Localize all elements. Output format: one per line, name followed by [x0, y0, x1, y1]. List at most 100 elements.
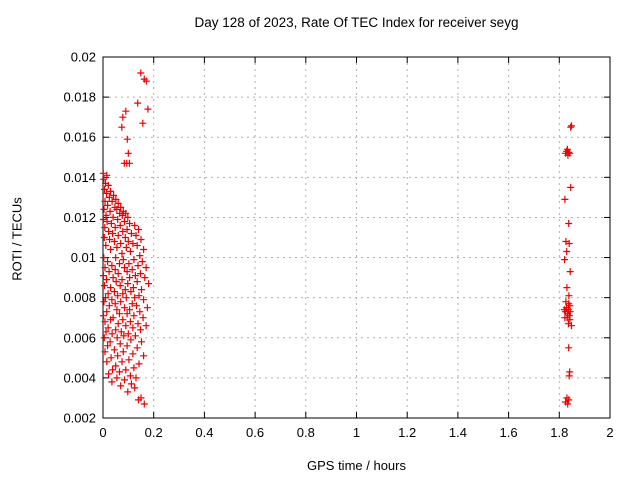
data-point	[137, 270, 144, 278]
data-point	[124, 149, 132, 157]
data-point	[567, 183, 575, 191]
data-point	[124, 330, 132, 338]
data-point	[129, 324, 137, 332]
y-tick-label: 0.02	[71, 50, 96, 65]
data-point	[136, 308, 144, 316]
data-point	[100, 216, 107, 223]
data-point	[109, 230, 117, 237]
data-point	[109, 274, 117, 282]
data-point	[101, 224, 109, 231]
y-tick-label: 0.018	[63, 90, 96, 105]
data-point	[142, 264, 150, 272]
data-point	[124, 280, 132, 288]
data-point	[136, 252, 144, 260]
data-point	[565, 292, 573, 300]
y-tick-label: 0.006	[63, 330, 96, 345]
data-point	[110, 191, 118, 199]
data-point	[135, 396, 142, 404]
data-point	[566, 268, 574, 276]
data-point	[128, 266, 136, 274]
data-point	[123, 135, 131, 143]
data-point	[106, 236, 114, 243]
data-point	[137, 326, 144, 334]
data-point	[129, 284, 137, 292]
data-point	[114, 270, 122, 278]
data-point	[114, 352, 122, 360]
data-point	[121, 218, 128, 225]
data-point	[130, 364, 138, 372]
data-point	[123, 310, 131, 318]
data-point	[104, 201, 112, 209]
x-tick-label: 1.6	[500, 425, 518, 440]
data-point	[105, 228, 113, 235]
data-point	[104, 290, 112, 298]
data-point	[135, 360, 143, 368]
data-point	[138, 338, 145, 346]
x-tick-label: 2	[606, 425, 613, 440]
data-point	[124, 238, 132, 245]
data-point	[130, 256, 138, 264]
data-point	[113, 205, 121, 213]
data-point	[117, 240, 125, 247]
data-point	[114, 216, 122, 223]
data-point	[129, 240, 137, 247]
data-point	[105, 268, 113, 276]
data-point	[563, 284, 571, 292]
data-point	[127, 288, 135, 296]
data-point	[107, 187, 115, 195]
y-tick-label: 0.01	[71, 250, 96, 265]
x-axis-label: GPS time / hours	[307, 458, 406, 473]
y-tick-label: 0.008	[63, 290, 96, 305]
data-point	[133, 242, 141, 249]
data-point	[132, 374, 140, 382]
data-point	[103, 308, 111, 316]
x-tick-label: 0.2	[145, 425, 163, 440]
data-point	[113, 374, 121, 382]
data-point	[566, 149, 574, 157]
data-point	[119, 348, 127, 356]
data-point	[101, 348, 109, 356]
data-point	[114, 199, 122, 207]
data-point	[109, 213, 117, 221]
data-point	[120, 332, 128, 340]
x-tick-label: 0.4	[195, 425, 213, 440]
data-point	[108, 296, 116, 304]
data-point	[137, 236, 145, 243]
data-point	[101, 318, 109, 326]
x-tick-label: 0	[99, 425, 106, 440]
y-tick-label: 0.016	[63, 130, 96, 145]
data-point	[103, 218, 111, 225]
y-tick-label: 0.002	[63, 411, 96, 426]
data-point	[108, 262, 116, 270]
data-point	[101, 264, 109, 272]
data-point	[107, 246, 115, 253]
data-point	[112, 254, 120, 262]
data-point	[117, 203, 125, 211]
data-point	[134, 99, 142, 107]
data-point	[126, 274, 134, 282]
data-point	[139, 119, 147, 127]
data-point	[128, 300, 136, 308]
data-point	[123, 226, 131, 233]
data-point	[134, 262, 142, 270]
data-point	[119, 316, 127, 324]
y-tick-label: 0.004	[63, 370, 96, 385]
data-point	[123, 268, 131, 276]
data-point	[100, 234, 108, 241]
data-point	[138, 258, 146, 266]
data-point	[100, 272, 107, 280]
x-tick-label: 1.8	[550, 425, 568, 440]
data-point	[127, 336, 135, 344]
data-point	[124, 388, 132, 396]
data-point	[565, 344, 573, 352]
data-point	[104, 324, 112, 332]
data-point	[100, 334, 108, 342]
data-point	[118, 358, 126, 366]
data-point	[118, 250, 126, 257]
data-point	[121, 304, 128, 312]
data-point	[563, 145, 571, 153]
data-point	[563, 248, 571, 255]
data-point	[123, 342, 131, 350]
